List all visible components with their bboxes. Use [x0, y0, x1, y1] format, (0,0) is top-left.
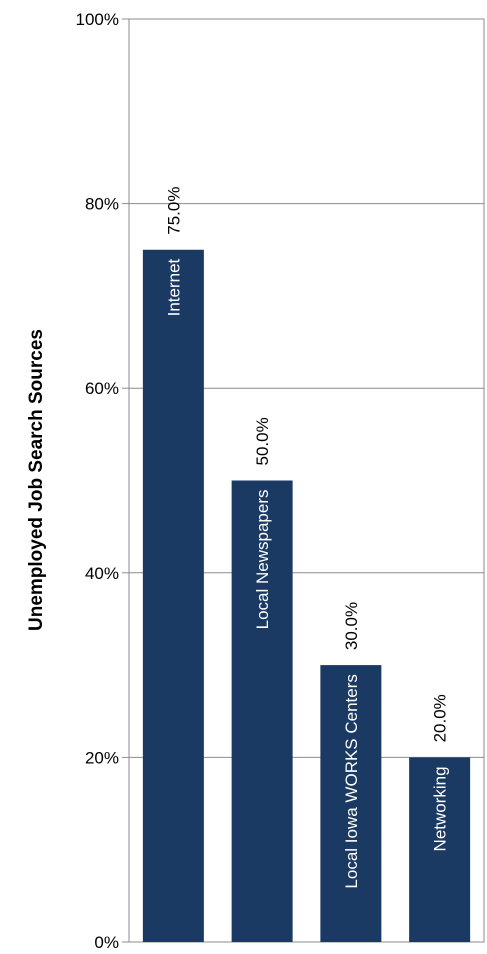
y-tick-label: 60% [85, 379, 119, 398]
y-tick-label: 40% [85, 564, 119, 583]
data-label: 30.0% [342, 602, 361, 650]
category-label: Networking [431, 766, 450, 851]
data-label: 20.0% [431, 694, 450, 742]
y-axis-label: Unemployed Job Search Sources [26, 329, 47, 631]
category-label: Internet [164, 258, 183, 316]
category-label: Local Newspapers [253, 490, 272, 630]
bars [142, 249, 471, 942]
data-labels: 75.0% 50.0% 30.0% 20.0% [164, 187, 449, 743]
y-tick-label: 80% [85, 195, 119, 214]
y-tick-label: 100% [76, 10, 119, 29]
bar [142, 249, 204, 942]
category-labels: Internet Local Newspapers Local Iowa WORKS… [164, 258, 449, 888]
data-label: 75.0% [164, 187, 183, 235]
bar [409, 757, 471, 942]
category-label: Local Iowa WORKS Centers [342, 674, 361, 888]
bar [320, 665, 382, 942]
y-tick-label: 20% [85, 748, 119, 767]
bar [231, 480, 293, 942]
y-axis-ticks: 0% 20% 40% 60% 80% 100% [76, 10, 129, 952]
y-tick-label: 0% [94, 933, 119, 952]
data-label: 50.0% [253, 417, 272, 465]
